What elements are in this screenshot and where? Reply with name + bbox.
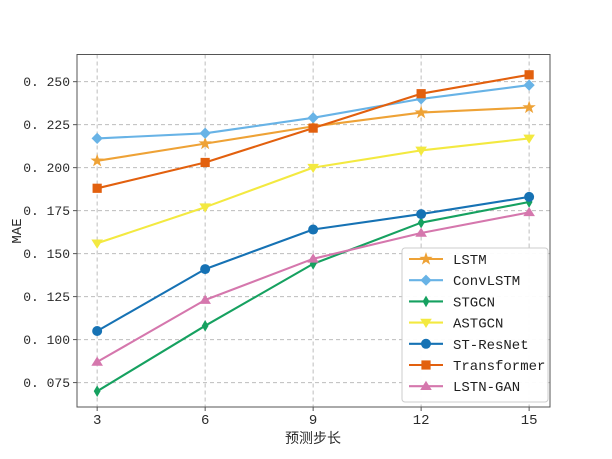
series-Transformer [92,70,534,193]
data-point-Transformer-x6 [200,157,210,168]
data-point-LSTM-x12 [414,105,428,119]
legend-label: LSTN-GAN [453,380,520,396]
data-point-ConvLSTM-x6 [199,127,211,139]
data-point-STGCN-x12 [417,216,425,229]
legend-item-ST-ResNet: ST-ResNet [409,338,529,354]
data-point-ST-ResNet-x15 [524,191,535,202]
x-tick-label: 3 [93,413,101,429]
y-tick-label: 0. 200 [23,161,70,176]
data-point-Transformer-x12 [416,89,426,99]
data-point-STGCN-x3 [93,385,101,397]
series-ST-ResNet [92,191,535,336]
data-point-ASTGCN-x9 [307,163,319,174]
legend-marker-triangle-up [420,380,432,390]
data-series [90,70,536,397]
legend-label: LSTM [453,253,487,269]
legend-item-ConvLSTM: ConvLSTM [409,274,520,290]
y-tick-label: 0. 175 [23,204,70,219]
axis-ticks-and-labels: 0. 075 0. 100 0. 125 0. 150 0. 175 0. 200 0. 2… [23,75,537,429]
legend-item-Transformer: Transformer [409,359,545,375]
y-tick-label: 0. 225 [23,118,70,133]
legend-label: STGCN [453,295,495,311]
x-tick-label: 9 [309,413,317,429]
legend-label: ASTGCN [453,317,503,333]
data-point-Transformer-x9 [308,123,318,133]
data-point-ConvLSTM-x15 [523,79,535,91]
x-tick-label: 15 [521,413,538,429]
legend-item-ASTGCN: ASTGCN [409,317,503,333]
series-LSTN-GAN [91,206,535,366]
legend-label: ConvLSTM [453,274,520,290]
data-point-ConvLSTM-x3 [91,132,103,145]
legend-item-LSTN-GAN: LSTN-GAN [409,380,520,396]
y-tick-label: 0. 075 [23,376,70,391]
legend-marker-diamond [420,274,432,286]
data-point-Transformer-x3 [92,183,102,193]
series-ASTGCN [91,134,535,249]
y-tick-label: 0. 150 [23,247,70,262]
legend-label: Transformer [453,359,545,375]
data-point-ASTGCN-x15 [523,134,535,144]
legend-marker-star [419,252,433,265]
data-point-STGCN-x6 [201,320,209,332]
y-axis-label: MAE [10,218,26,243]
data-point-ST-ResNet-x3 [92,325,103,336]
data-point-LSTM-x15 [522,100,536,114]
data-point-ConvLSTM-x9 [307,112,319,124]
x-tick-label: 6 [201,413,209,429]
data-point-ConvLSTM-x12 [415,93,427,105]
x-axis-label: 预测步长 [285,431,341,448]
data-point-LSTN-GAN-x6 [199,294,211,304]
legend-marker-triangle-down [420,318,432,328]
data-point-ASTGCN-x6 [199,203,211,213]
data-point-LSTN-GAN-x15 [523,206,535,217]
data-point-LSTN-GAN-x12 [415,227,427,237]
legend-marker-circle [421,338,431,349]
legend-marker-square [421,360,431,370]
data-point-ASTGCN-x3 [91,239,103,249]
legend-label: ST-ResNet [453,338,529,354]
legend-marker-thin-diamond [422,295,430,308]
legend-item-STGCN: STGCN [409,295,495,311]
data-point-LSTN-GAN-x3 [91,356,103,366]
x-tick-label: 12 [413,413,430,429]
data-point-LSTN-GAN-x9 [307,253,319,263]
legend-item-LSTM: LSTM [409,252,487,269]
legend: LSTM ConvLSTM STGCN ASTGCN ST-ResNet Transfor… [401,247,549,403]
y-tick-label: 0. 125 [23,290,70,305]
series-ConvLSTM [91,79,535,145]
y-tick-label: 0. 250 [23,75,70,90]
data-point-LSTM-x3 [90,153,104,167]
data-point-ST-ResNet-x12 [416,209,427,220]
data-point-ASTGCN-x12 [415,146,427,156]
data-point-ST-ResNet-x9 [308,224,319,235]
data-point-Transformer-x15 [524,70,534,80]
y-tick-label: 0. 100 [23,333,70,348]
data-point-ST-ResNet-x6 [200,264,211,275]
data-point-LSTM-x6 [198,136,212,150]
legend-box [401,247,549,403]
